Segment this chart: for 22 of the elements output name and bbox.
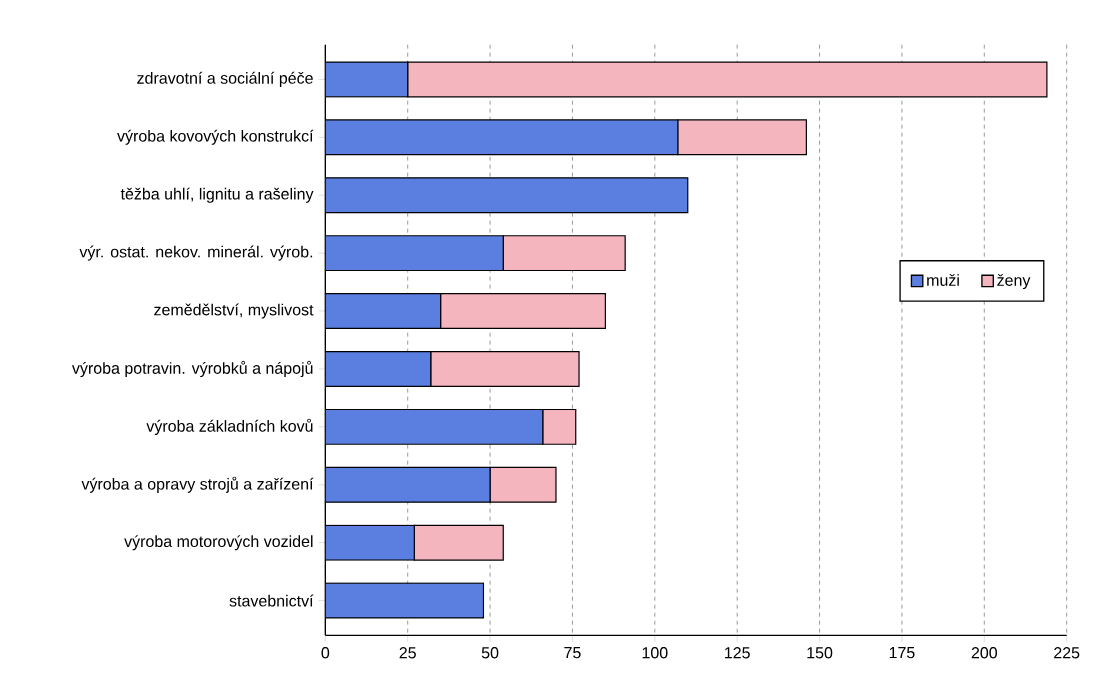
x-tick-label: 125: [725, 647, 750, 659]
x-tick-label: 150: [807, 647, 833, 659]
x-tick-label: 225: [1054, 647, 1080, 659]
x-tick-label: 200: [971, 647, 998, 659]
legend-label: muži: [927, 274, 959, 286]
y-tick-label: zemědělství, myslivost: [154, 303, 314, 319]
y-tick-label: těžba uhlí, lignitu a rašeliny: [120, 187, 314, 203]
y-tick-label: výroba potravin. výrobků a nápojů: [72, 360, 313, 378]
y-tick-label: výroba motorových vozidel: [124, 535, 313, 551]
y-tick-label: výroba základních kovů: [146, 418, 313, 435]
x-tick-label: 0: [321, 647, 330, 659]
x-tick-label: 25: [399, 647, 416, 659]
x-tick-label: 75: [564, 647, 581, 659]
x-tick-label: 50: [481, 647, 499, 659]
y-tick-label: výroba kovových konstrukcí: [117, 129, 314, 145]
y-tick-label: stavebnictví: [229, 594, 314, 607]
x-tick-label: 100: [642, 647, 668, 659]
y-tick-label: výr. ostat. nekov. minerál. výrob.: [79, 245, 313, 261]
y-tick-label: výroba a opravy strojů a zařízení: [81, 476, 314, 493]
legend-label: ženy: [997, 274, 1031, 290]
x-tick-label: 175: [889, 647, 915, 659]
y-tick-label: zdravotní a sociální péče: [137, 71, 313, 87]
